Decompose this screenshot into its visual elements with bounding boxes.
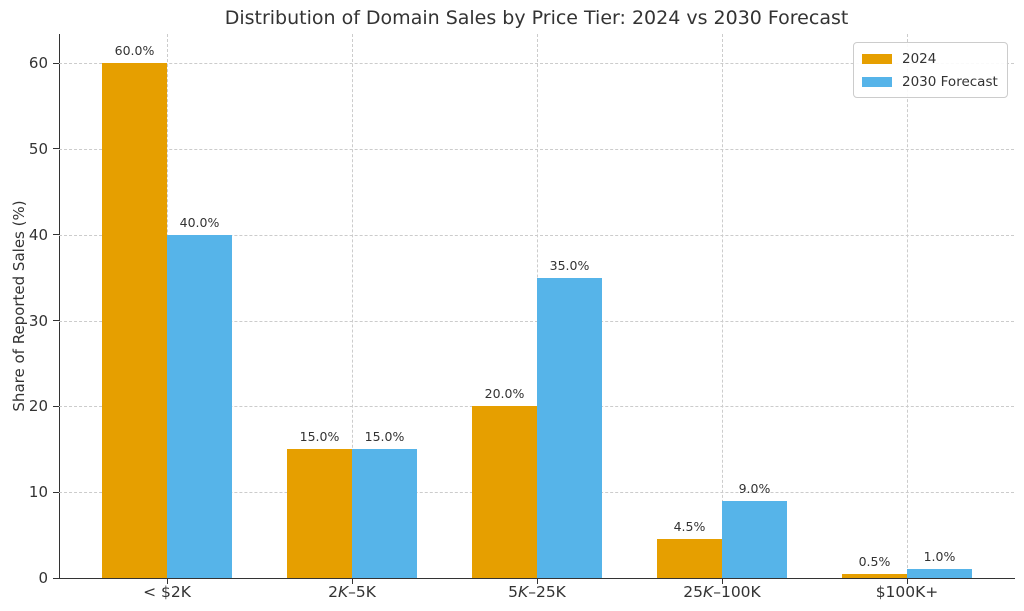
y-tick-label: 50	[28, 139, 48, 158]
y-tick-label: 0	[38, 569, 48, 587]
bar-value-label: 20.0%	[484, 386, 525, 402]
bar-value-label: 15.0%	[364, 429, 405, 445]
x-tick-label-text: 2	[328, 583, 338, 601]
bar-value-label: 9.0%	[738, 480, 771, 496]
legend-label: 2030 Forecast	[902, 73, 998, 90]
bar-2030-forecast	[167, 234, 232, 578]
y-tick-mark	[53, 234, 59, 236]
x-tick-mark	[907, 579, 908, 584]
y-tick-label: 40	[28, 225, 48, 244]
x-tick-mark	[352, 579, 353, 584]
bar-value-label: 15.0%	[299, 429, 340, 445]
y-tick-mark	[53, 577, 59, 579]
y-tick-mark	[53, 148, 59, 150]
bar-2030-forecast	[352, 449, 417, 578]
gridline-vertical	[907, 34, 908, 578]
legend-label: 2024	[902, 50, 937, 67]
x-tick-label-text: K	[703, 583, 714, 601]
x-tick-label-text: –5K	[348, 583, 376, 601]
bar-2030-forecast	[537, 277, 602, 578]
x-tick-label-text: –100K	[713, 583, 761, 601]
x-tick-mark	[167, 579, 168, 584]
bar-2024	[657, 539, 722, 578]
gridline-horizontal	[59, 63, 1014, 65]
bar-value-label: 0.5%	[858, 553, 891, 569]
gridline-horizontal	[59, 148, 1014, 150]
y-tick-mark	[53, 320, 59, 322]
legend-swatch	[862, 53, 892, 64]
x-tick-label-text: –25K	[528, 583, 566, 601]
y-tick-label: 60	[28, 54, 48, 73]
x-tick-label-text: 25	[683, 583, 704, 601]
bar-value-label: 4.5%	[673, 519, 706, 535]
x-tick-mark	[537, 579, 538, 584]
x-tick-label-text: K	[337, 583, 349, 601]
x-tick-label-text: 5	[508, 583, 519, 601]
gridline-vertical	[352, 34, 353, 578]
bar-2024	[472, 406, 537, 578]
bar-2030-forecast	[722, 500, 787, 578]
gridline-vertical	[722, 34, 723, 578]
y-tick-label: 20	[28, 397, 48, 416]
bar-2024	[287, 449, 352, 578]
x-tick-label-text: K	[518, 583, 529, 601]
bar-2024	[842, 573, 907, 578]
x-tick-mark	[722, 579, 723, 584]
legend: 2024 2030 Forecast	[853, 42, 1008, 98]
bar-value-label: 35.0%	[549, 257, 590, 273]
bar-2030-forecast	[907, 569, 972, 578]
legend-item: 2024	[862, 50, 997, 67]
x-tick-label: 2K–5K	[272, 583, 432, 601]
x-tick-label: 25K–100K	[642, 583, 802, 601]
bar-value-label: 40.0%	[179, 214, 220, 230]
y-tick-label: 10	[28, 483, 48, 502]
x-tick-label: $100K+	[827, 583, 987, 601]
y-tick-mark	[53, 62, 59, 64]
gridline-horizontal	[59, 320, 1014, 322]
plot-area	[59, 34, 1015, 579]
bar-value-label: 1.0%	[923, 549, 956, 565]
chart-title: Distribution of Domain Sales by Price Ti…	[224, 7, 849, 29]
legend-item: 2030 Forecast	[862, 73, 998, 90]
y-tick-label: 30	[28, 311, 48, 330]
x-tick-label-text: < $2K	[143, 583, 191, 601]
legend-swatch	[862, 76, 892, 87]
y-tick-mark	[53, 491, 59, 493]
x-tick-label-text: $100K+	[875, 583, 939, 601]
bar-value-label: 60.0%	[114, 43, 155, 59]
bar-2024	[102, 63, 167, 578]
x-tick-label: < $2K	[87, 583, 247, 601]
x-tick-label: 5K–25K	[457, 583, 617, 601]
y-tick-mark	[53, 405, 59, 407]
gridline-horizontal	[59, 234, 1014, 236]
